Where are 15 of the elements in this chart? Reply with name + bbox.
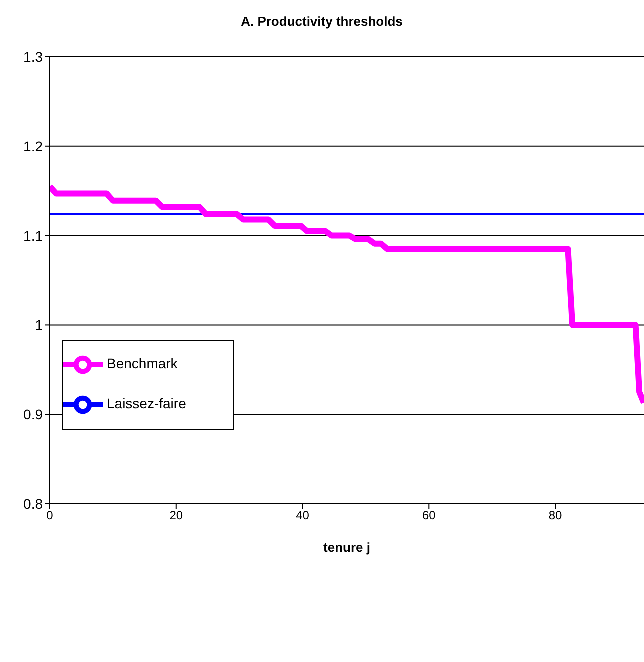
x-tick-label: 0 [46,508,54,523]
y-tick-label: 0.8 [24,496,44,512]
y-tick-label: 0.9 [24,406,44,423]
chart-title: A. Productivity thresholds [240,14,404,29]
x-axis-title: tenure j [324,540,370,555]
x-tick-label: 80 [548,508,563,523]
y-tick-label: 1.2 [24,138,44,154]
y-tick-label: 1 [35,317,44,334]
x-tick-label: 60 [422,508,436,523]
x-tick-label: 40 [296,508,310,523]
legend-label: Laissez-faire [107,396,186,412]
y-tick-label: 1.3 [24,48,44,65]
y-tick-label: 1.1 [24,228,44,244]
x-tick-label: 20 [170,508,184,523]
legend-label: Benchmark [107,356,178,372]
